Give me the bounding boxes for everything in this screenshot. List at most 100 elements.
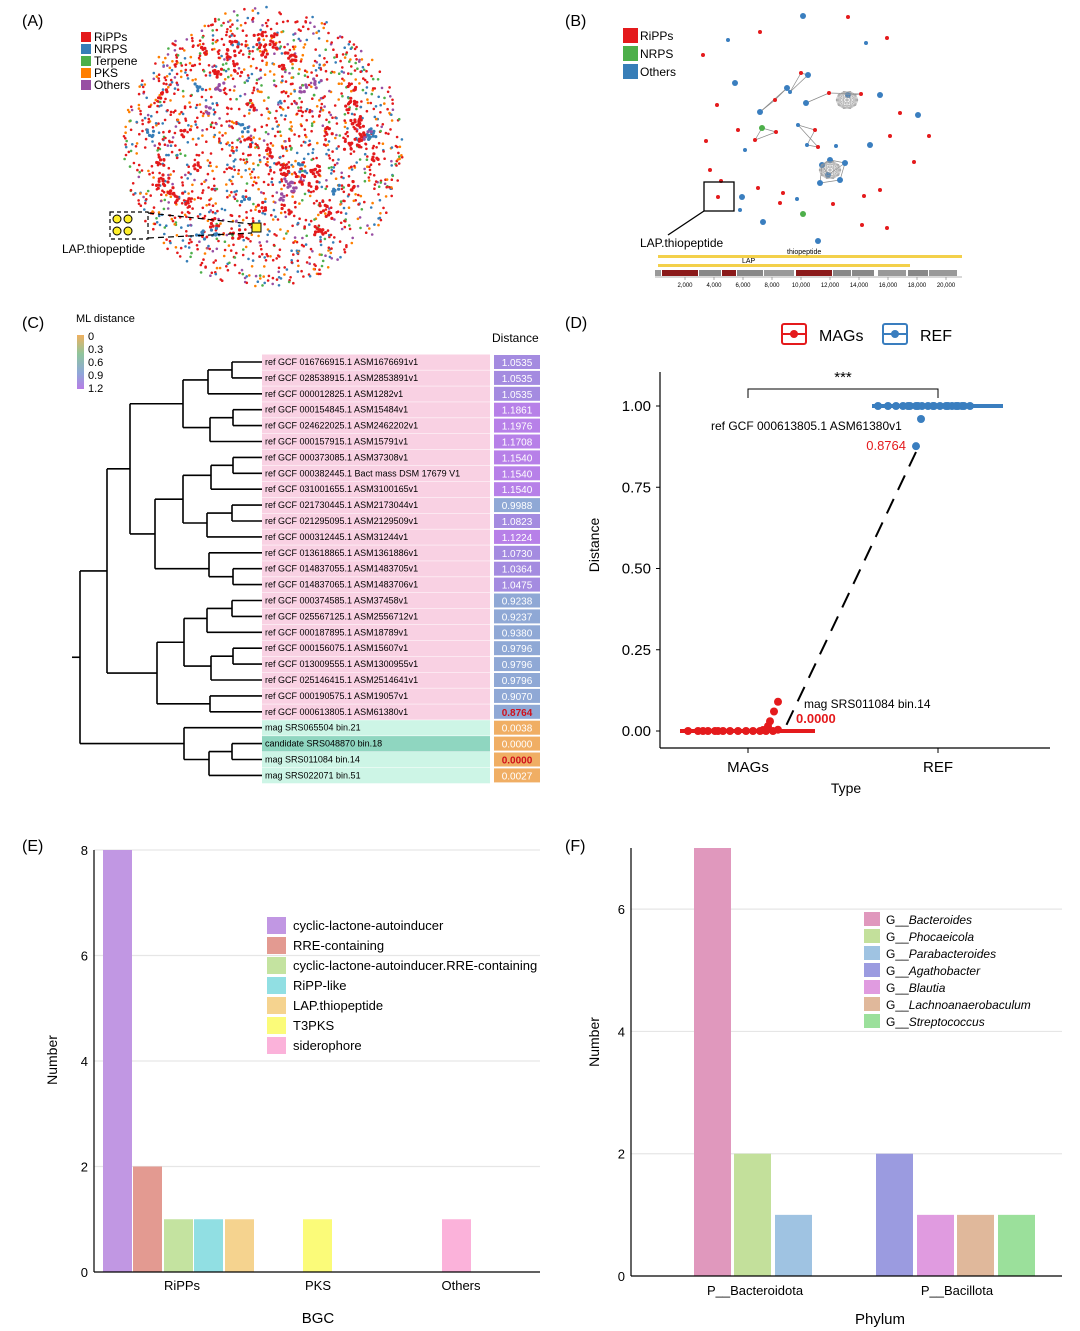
network-node	[202, 70, 206, 73]
network-node	[279, 277, 283, 280]
network-node	[339, 221, 343, 225]
network-node	[242, 158, 245, 162]
network-node	[181, 47, 184, 50]
network-node	[226, 268, 230, 272]
network-node	[208, 198, 211, 202]
network-node	[231, 182, 234, 186]
network-node	[138, 170, 141, 174]
network-node	[378, 163, 381, 166]
network-node	[172, 43, 175, 46]
network-node	[280, 52, 284, 55]
ref-point	[958, 402, 966, 410]
cluster-node	[235, 62, 239, 66]
network-node	[370, 233, 374, 236]
network-node	[151, 183, 154, 186]
callout-box-b	[703, 181, 735, 212]
network-node	[346, 111, 350, 115]
legend-genus: Parabacteroides	[909, 947, 996, 961]
network-node	[233, 190, 236, 194]
network-node	[293, 133, 296, 136]
network-node	[147, 120, 150, 124]
network-node	[196, 116, 199, 120]
network-node	[191, 183, 194, 187]
network-node	[349, 152, 353, 156]
network-node	[239, 74, 242, 78]
network-node	[190, 33, 193, 37]
network-node	[757, 109, 763, 115]
network-node	[243, 114, 246, 118]
network-node	[343, 113, 347, 116]
network-node	[313, 59, 317, 63]
network-node	[293, 90, 297, 93]
ref-point	[912, 442, 920, 451]
network-node	[278, 130, 282, 133]
network-node	[314, 48, 318, 51]
network-node	[203, 24, 207, 28]
track-label-lap: LAP	[742, 258, 756, 265]
network-node	[162, 207, 166, 211]
network-edge	[820, 161, 827, 176]
network-node	[784, 85, 790, 91]
network-node	[242, 68, 246, 71]
legend-swatch	[267, 937, 286, 954]
network-node	[248, 108, 251, 112]
network-node	[214, 211, 217, 215]
ref-point	[944, 402, 952, 410]
network-node	[211, 42, 215, 45]
network-node	[209, 274, 212, 278]
network-node	[231, 146, 234, 150]
network-node	[214, 272, 218, 276]
network-node	[358, 158, 362, 161]
network-node	[266, 164, 269, 167]
x-axis-label-d: Type	[831, 780, 862, 796]
network-node	[279, 45, 283, 48]
network-node	[256, 163, 260, 167]
network-node	[223, 78, 227, 81]
network-node	[228, 144, 231, 147]
network-node	[327, 249, 330, 252]
network-node	[322, 26, 326, 30]
network-node	[353, 69, 357, 72]
network-node	[249, 173, 252, 176]
network-node	[303, 74, 307, 77]
cluster-node	[349, 147, 353, 151]
network-node	[171, 60, 174, 63]
network-node	[331, 116, 334, 119]
network-node	[231, 43, 234, 47]
network-node	[244, 169, 247, 172]
network-node	[736, 128, 740, 132]
network-node	[238, 51, 241, 54]
cluster-node	[265, 148, 269, 153]
network-node	[145, 198, 148, 201]
network-node	[362, 68, 366, 72]
network-node	[273, 233, 276, 236]
network-node	[300, 269, 303, 273]
network-node	[202, 112, 205, 115]
cluster-node	[222, 81, 226, 85]
network-node	[256, 33, 260, 37]
network-node	[368, 227, 371, 230]
distance-cell	[494, 768, 540, 783]
network-node	[343, 225, 347, 229]
network-node	[308, 274, 312, 278]
network-node	[278, 180, 282, 184]
network-node	[356, 217, 360, 221]
network-edge	[818, 161, 834, 171]
network-node	[377, 141, 381, 145]
network-node	[258, 241, 262, 244]
tip-label-bg	[262, 752, 490, 768]
network-node	[139, 112, 142, 116]
cluster-node	[198, 165, 202, 169]
legend-label: MAGs	[819, 328, 863, 345]
network-node	[388, 185, 391, 189]
network-node	[346, 134, 350, 138]
network-node	[197, 137, 200, 140]
y-axis-label-d: Distance	[586, 518, 602, 573]
network-node	[289, 92, 293, 96]
network-node	[142, 195, 145, 199]
network-node	[311, 97, 314, 100]
network-node	[390, 159, 393, 163]
cluster-node	[337, 187, 341, 191]
cluster-node	[187, 197, 191, 201]
